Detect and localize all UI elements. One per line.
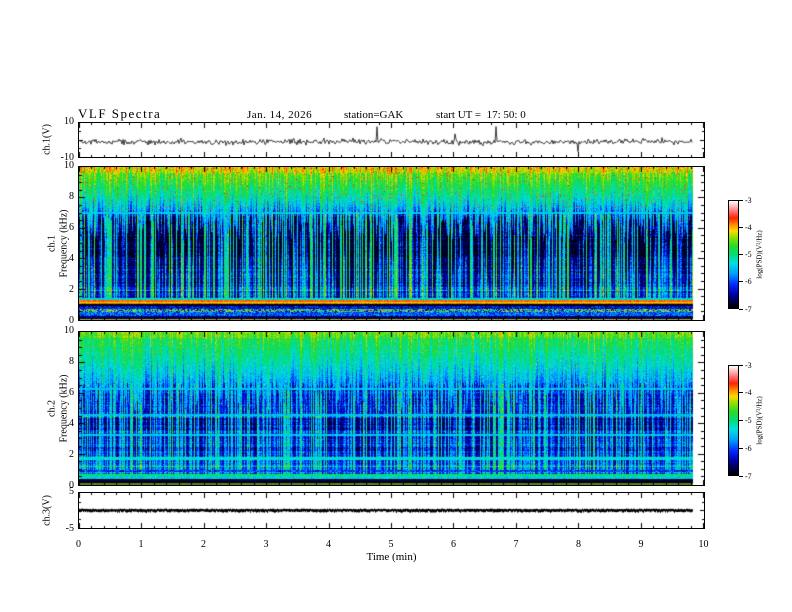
station-label: station=GAK <box>344 109 404 121</box>
colorbar-tick-label: -4 <box>745 388 752 398</box>
y-tick-label: 6 <box>69 387 74 398</box>
y-tick-label: 10 <box>64 160 74 171</box>
y-tick-label: 4 <box>69 253 74 264</box>
ch1-waveform-panel <box>78 122 705 158</box>
y-tick-label: 8 <box>69 356 74 367</box>
colorbar-tick <box>739 392 743 394</box>
colorbar-ch2-title: log(PSD)(V²/Hz) <box>755 396 764 445</box>
ch2-spectrogram-panel <box>78 331 705 486</box>
x-tick-label: 3 <box>263 539 269 550</box>
figure-title: VLF Spectra <box>78 106 162 121</box>
x-tick-label: 6 <box>451 539 456 550</box>
ch2-spectrogram-axis-title-channel: ch.2 <box>46 400 58 417</box>
colorbar-ch1 <box>728 200 739 309</box>
ch1-spectrogram-axis-title-frequency: Frequency (kHz) <box>58 209 70 278</box>
start-ut-label: start UT = 17: 50: 0 <box>436 109 526 121</box>
y-tick-label: 2 <box>69 284 74 295</box>
y-tick-label: 6 <box>69 222 74 233</box>
y-tick-label: 4 <box>69 418 74 429</box>
colorbar-tick-label: -4 <box>745 222 752 232</box>
colorbar-tick <box>739 475 743 477</box>
colorbar-tick-label: -6 <box>745 277 752 287</box>
y-tick-label: 5 <box>69 486 74 497</box>
colorbar-tick-label: -7 <box>745 304 752 314</box>
colorbar-tick <box>739 364 743 366</box>
y-tick-label: 0 <box>69 480 74 491</box>
x-tick-label: 9 <box>638 539 644 550</box>
colorbar-tick-label: -5 <box>745 250 752 259</box>
y-tick-label: -5 <box>65 523 74 534</box>
y-tick-label: -10 <box>60 152 74 163</box>
y-tick-label: 0 <box>69 315 74 326</box>
ch2-spectrogram-canvas <box>79 332 704 485</box>
ch2-spectrogram-axis-title-frequency: Frequency (kHz) <box>58 374 70 443</box>
colorbar-tick <box>739 308 743 310</box>
ch1-spectrogram-panel <box>78 166 705 321</box>
colorbar-tick-label: -6 <box>745 443 752 453</box>
colorbar-tick <box>739 226 743 228</box>
x-axis-title: Time (min) <box>366 551 417 563</box>
colorbar-tick-label: -5 <box>745 416 752 425</box>
ch3-waveform-canvas <box>79 493 704 528</box>
x-tick-label: 2 <box>201 539 206 550</box>
x-tick-label: 8 <box>576 539 581 550</box>
colorbar-tick-label: -3 <box>745 360 752 370</box>
ch1-spectrogram-canvas <box>79 167 704 320</box>
date-label: Jan. 14, 2026 <box>247 109 313 121</box>
colorbar-tick-label: -7 <box>745 471 752 481</box>
ch1-spectrogram-axis-title-channel: ch.1 <box>46 235 58 252</box>
x-tick-label: 5 <box>388 539 394 550</box>
y-tick-label: 8 <box>69 191 74 202</box>
colorbar-ch1-title: log(PSD)(V²/Hz) <box>755 230 764 279</box>
y-tick-label: 2 <box>69 449 74 460</box>
colorbar-tick <box>739 254 743 255</box>
x-tick-label: 4 <box>326 539 331 550</box>
colorbar-tick-label: -3 <box>745 195 752 205</box>
x-tick-label: 7 <box>513 539 519 550</box>
colorbar-tick <box>739 199 743 201</box>
y-tick-label: 10 <box>64 116 74 127</box>
ch1-waveform-canvas <box>79 123 704 157</box>
x-tick-label: 1 <box>138 539 144 550</box>
colorbar-ch2 <box>728 365 739 476</box>
x-tick-label: 10 <box>698 539 709 550</box>
colorbar-tick <box>739 420 743 421</box>
colorbar-tick <box>739 281 743 283</box>
colorbar-tick <box>739 447 743 449</box>
x-tick-label: 0 <box>76 539 81 550</box>
y-tick-label: 10 <box>64 325 74 336</box>
ch3-waveform-panel <box>78 492 705 529</box>
